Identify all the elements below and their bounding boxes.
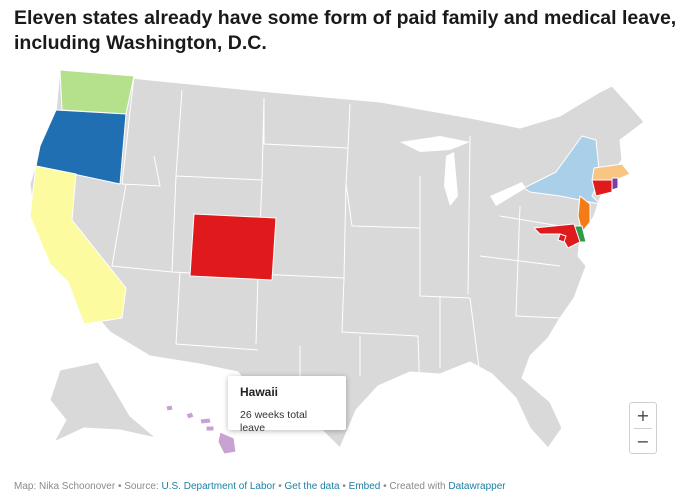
state-connecticut[interactable]: [591, 179, 613, 197]
footer-separator: •: [278, 481, 282, 492]
state-colorado[interactable]: [189, 213, 277, 281]
footer-separator: •: [383, 481, 387, 492]
lake-erie: [490, 182, 526, 206]
footer-separator: •: [117, 481, 122, 492]
state-new-jersey[interactable]: [577, 195, 591, 233]
footer-credits: Map: Nika Schoonover • Source: U.S. Depa…: [14, 481, 506, 492]
footer-separator: •: [342, 481, 346, 492]
created-with-label: Created with: [389, 481, 446, 492]
lake-superior: [400, 136, 470, 152]
state-oregon[interactable]: [35, 109, 127, 185]
us-map: [0, 56, 700, 466]
chart-title: Eleven states already have some form of …: [14, 7, 677, 54]
embed-link[interactable]: Embed: [348, 481, 381, 492]
state-massachusetts[interactable]: [591, 163, 631, 181]
lake-michigan: [444, 152, 458, 206]
state-borders: [111, 75, 561, 397]
state-alaska[interactable]: [49, 361, 157, 443]
map-credit: Map: Nika Schoonover: [14, 481, 116, 492]
state-rhode-island[interactable]: [611, 177, 619, 191]
source-label: Source:: [124, 481, 159, 492]
state-hawaii[interactable]: [165, 404, 237, 455]
datawrapper-link[interactable]: Datawrapper: [448, 481, 506, 492]
tooltip-title: Hawaii: [240, 385, 279, 399]
tooltip-text: 26 weeks total leave: [240, 409, 308, 434]
get-data-link[interactable]: Get the data: [284, 481, 340, 492]
zoom-divider: [634, 428, 652, 429]
state-washington[interactable]: [59, 69, 135, 115]
us-map-svg: [29, 69, 645, 455]
source-link[interactable]: U.S. Department of Labor: [161, 481, 276, 492]
state-maryland[interactable]: [533, 223, 581, 249]
zoom-control: + −: [629, 402, 657, 454]
zoom-out-button[interactable]: −: [630, 429, 656, 454]
hover-tooltip: Hawaii 26 weeks total leave: [228, 376, 346, 434]
state-base-contiguous[interactable]: [29, 69, 645, 449]
state-california[interactable]: [29, 165, 127, 325]
zoom-in-button[interactable]: +: [630, 403, 656, 428]
state-washington-dc[interactable]: [557, 233, 567, 243]
